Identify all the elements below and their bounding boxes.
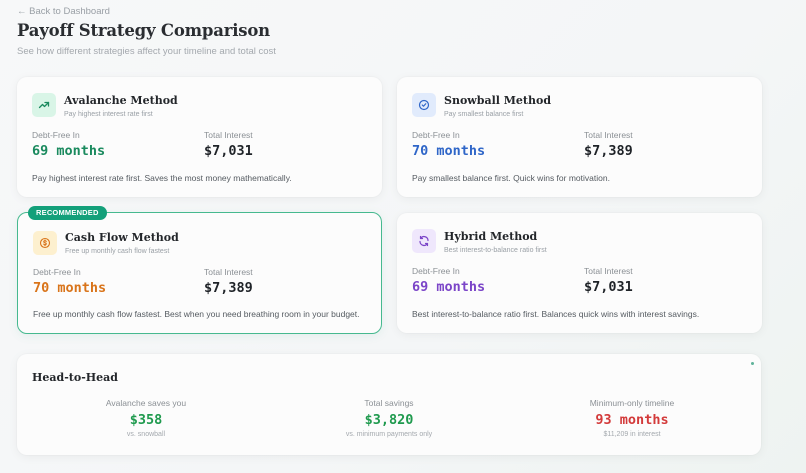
- h2h-value: 93 months: [595, 412, 669, 428]
- strategy-description: Best interest-to-balance ratio first. Ba…: [412, 309, 700, 319]
- h2h-avalanche-savings: Avalanche saves you $358 vs. snowball: [46, 398, 246, 438]
- total-interest-value: $7,389: [584, 143, 633, 159]
- strategy-card-hybrid[interactable]: Hybrid Method Best interest-to-balance r…: [397, 213, 762, 333]
- head-to-head-title: Head-to-Head: [32, 371, 118, 384]
- debt-free-label: Debt-Free In: [33, 267, 81, 277]
- debt-free-label: Debt-Free In: [412, 130, 460, 140]
- h2h-value: $3,820: [364, 412, 414, 428]
- total-interest-label: Total Interest: [204, 267, 253, 277]
- total-interest-label: Total Interest: [584, 130, 633, 140]
- strategy-card-snowball[interactable]: Snowball Method Pay smallest balance fir…: [397, 77, 762, 197]
- h2h-label: Total savings: [364, 398, 414, 408]
- strategy-tagline: Free up monthly cash flow fastest: [65, 248, 170, 255]
- h2h-label: Minimum-only timeline: [589, 398, 675, 408]
- h2h-note: $11,209 in interest: [603, 431, 661, 438]
- h2h-minimum-timeline: Minimum-only timeline 93 months $11,209 …: [532, 398, 732, 438]
- debt-free-value: 70 months: [412, 143, 486, 159]
- total-interest-value: $7,389: [204, 280, 253, 296]
- dollar-coin-icon: [33, 231, 57, 255]
- strategy-title: Snowball Method: [444, 94, 552, 107]
- strategy-title: Avalanche Method: [64, 94, 178, 107]
- total-interest-label: Total Interest: [584, 266, 633, 276]
- h2h-note: vs. minimum payments only: [345, 431, 433, 438]
- h2h-value: $358: [129, 412, 163, 428]
- h2h-label: Avalanche saves you: [105, 398, 187, 408]
- debt-free-value: 69 months: [412, 279, 486, 295]
- strategy-title: Cash Flow Method: [65, 231, 179, 244]
- page-subtitle: See how different strategies affect your…: [17, 46, 276, 57]
- debt-free-value: 69 months: [32, 143, 106, 159]
- strategy-description: Free up monthly cash flow fastest. Best …: [33, 309, 360, 319]
- head-to-head-panel: Head-to-Head Avalanche saves you $358 vs…: [17, 354, 761, 455]
- strategy-card-avalanche[interactable]: Avalanche Method Pay highest interest ra…: [17, 77, 382, 197]
- debt-free-value: 70 months: [33, 280, 107, 296]
- strategy-card-cash-flow[interactable]: RECOMMENDED Cash Flow Method Free up mon…: [17, 206, 382, 334]
- trending-up-icon: [32, 93, 56, 117]
- refresh-icon: [412, 229, 436, 253]
- strategy-tagline: Pay highest interest rate first: [64, 111, 153, 118]
- h2h-total-savings: Total savings $3,820 vs. minimum payment…: [289, 398, 489, 438]
- debt-free-label: Debt-Free In: [412, 266, 460, 276]
- total-interest-label: Total Interest: [204, 130, 253, 140]
- strategy-tagline: Pay smallest balance first: [444, 111, 524, 118]
- h2h-note: vs. snowball: [126, 431, 166, 438]
- check-circle-icon: [412, 93, 436, 117]
- total-interest-value: $7,031: [204, 143, 253, 159]
- strategy-title: Hybrid Method: [444, 230, 538, 243]
- page-title: Payoff Strategy Comparison: [17, 21, 270, 40]
- strategy-tagline: Best interest-to-balance ratio first: [444, 247, 547, 254]
- total-interest-value: $7,031: [584, 279, 633, 295]
- back-to-dashboard-link[interactable]: ← Back to Dashboard: [17, 6, 110, 17]
- status-dot: [751, 362, 754, 365]
- strategy-description: Pay smallest balance first. Quick wins f…: [412, 173, 610, 183]
- debt-free-label: Debt-Free In: [32, 130, 80, 140]
- recommended-badge: RECOMMENDED: [28, 206, 107, 220]
- strategy-description: Pay highest interest rate first. Saves t…: [32, 173, 292, 183]
